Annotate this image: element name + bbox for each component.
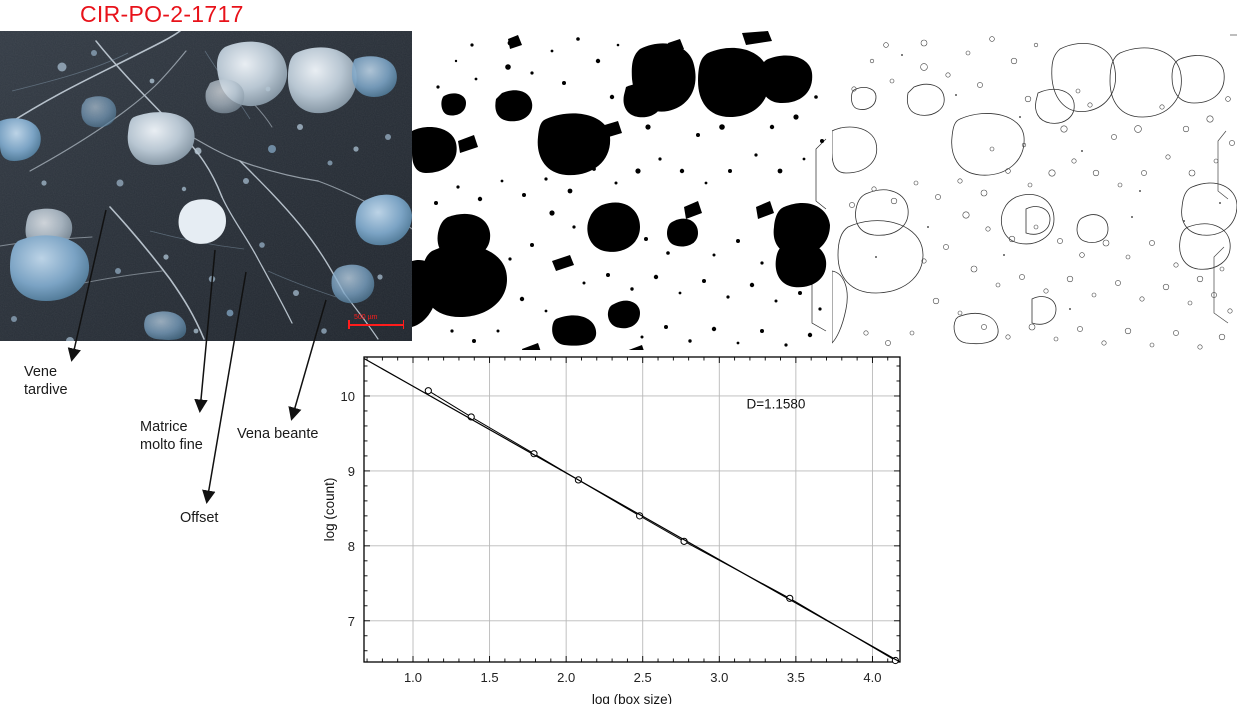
x-axis-tick-label: 2.0 bbox=[557, 670, 575, 685]
edge-outline-image bbox=[832, 31, 1237, 361]
annotation-label-vene-tardive: Vene tardive bbox=[24, 364, 68, 399]
x-axis-tick-label: 1.5 bbox=[481, 670, 499, 685]
fractal-dimension-annotation: D=1.1580 bbox=[746, 397, 805, 412]
fit-line bbox=[363, 357, 901, 663]
x-axis-tick-label: 3.5 bbox=[787, 670, 805, 685]
chart-frame bbox=[363, 356, 901, 663]
scale-bar: 500 µm bbox=[348, 314, 404, 329]
annotation-label-vena-beante: Vena beante bbox=[237, 426, 319, 442]
annotation-label-offset: Offset bbox=[180, 510, 219, 526]
box-counting-chart: 1.0 1.5 2.0 2.5 3.0 3.5 4.0 7 8 9 10 log (box size)… bbox=[320, 350, 920, 704]
data-point bbox=[424, 387, 432, 395]
outline-image-canvas bbox=[832, 31, 1237, 361]
y-axis-label: log (count) bbox=[322, 478, 337, 542]
x-axis-tick-label: 3.0 bbox=[710, 670, 728, 685]
binary-image-canvas bbox=[412, 31, 832, 361]
page-title: CIR-PO-2-1717 bbox=[80, 1, 244, 27]
thin-section-photomicrograph: 500 µm bbox=[0, 31, 412, 341]
box-counting-chart-canvas: 1.0 1.5 2.0 2.5 3.0 3.5 4.0 7 8 9 10 log (box size)… bbox=[320, 350, 920, 704]
chart-background bbox=[320, 350, 920, 704]
x-axis-tick-label: 1.0 bbox=[404, 670, 422, 685]
y-axis-tick-label: 8 bbox=[348, 539, 355, 554]
x-axis-tick-label: 2.5 bbox=[634, 670, 652, 685]
y-axis-tick-label: 10 bbox=[341, 389, 355, 404]
photomicrograph-canvas bbox=[0, 31, 412, 341]
x-axis-tick-label: 4.0 bbox=[863, 670, 881, 685]
x-axis-label: log (box size) bbox=[592, 692, 672, 704]
scale-bar-label: 500 µm bbox=[354, 314, 378, 321]
y-axis-tick-label: 9 bbox=[348, 464, 355, 479]
binary-thresholded-image bbox=[412, 31, 832, 361]
annotation-label-matrice-molto-fine: Matrice molto fine bbox=[140, 419, 203, 454]
y-axis-tick-label: 7 bbox=[348, 614, 355, 629]
